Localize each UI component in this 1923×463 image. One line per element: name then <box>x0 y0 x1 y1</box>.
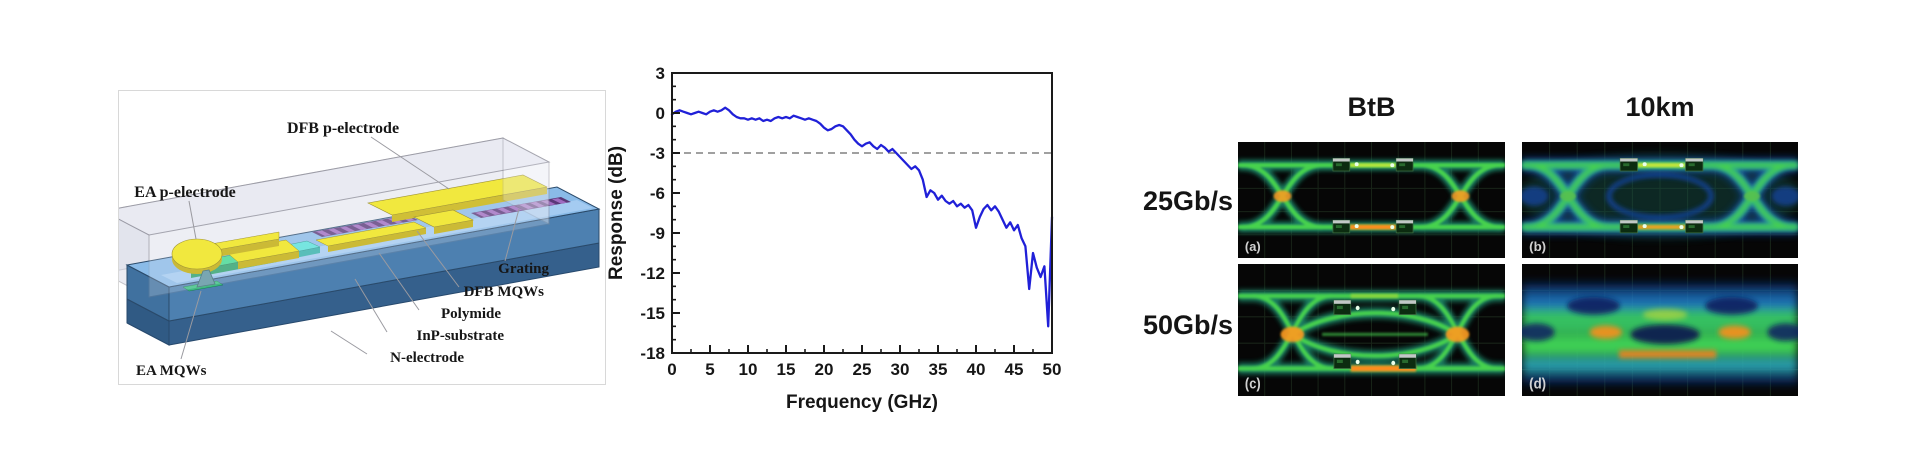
x-axis-title: Frequency (GHz) <box>786 392 938 413</box>
ea-p-electrode-pad <box>171 231 300 274</box>
x-tick-label: 40 <box>967 360 986 379</box>
measurement-marker <box>1395 219 1414 234</box>
label-ea-p-electrode: EA p-electrode <box>134 184 235 201</box>
eye-diagram-50g-btb: (c) <box>1238 264 1505 396</box>
label-polymide: Polymide <box>441 306 501 322</box>
x-tick-label: 15 <box>777 360 796 379</box>
response-curve <box>670 106 1054 328</box>
measurement-marker <box>1685 219 1704 234</box>
y-tick-label: -3 <box>650 144 665 163</box>
eye-diagram-50g-10km: (d) <box>1522 264 1798 396</box>
panel-letter-b: (b) <box>1529 240 1546 255</box>
y-axis-title: Response (dB) <box>606 146 627 280</box>
panel-letter-a: (a) <box>1245 239 1261 254</box>
enclosure-box-front <box>148 137 550 298</box>
measurement-marker <box>1332 219 1351 234</box>
y-tick-label: 3 <box>656 64 665 83</box>
measurement-marker <box>1685 157 1704 172</box>
measurement-marker <box>1619 157 1639 172</box>
device-schematic-drawing: DFB p-electrode EA p-electrode Grating D… <box>101 120 601 379</box>
label-ea-mqws: EA MQWs <box>136 363 207 379</box>
plot-border <box>671 72 1053 354</box>
x-tick-label: 30 <box>891 360 910 379</box>
grating-section-1 <box>312 215 418 237</box>
label-dfb-p-electrode: DFB p-electrode <box>287 120 399 137</box>
row-label-50gbs: 50Gb/s <box>1142 310 1233 340</box>
x-tick-label: 20 <box>815 360 834 379</box>
measurement-marker <box>1398 299 1417 316</box>
x-tick-label: 0 <box>667 360 676 379</box>
y-tick-label: -9 <box>650 224 665 243</box>
smeared-bands <box>1522 284 1798 383</box>
ridge-components <box>171 174 571 292</box>
frequency-response-chart: 3 0 -3 -6 -9 -12 -15 -18 0 5 10 15 20 25 30 35 40 45 50 Fr… <box>600 40 1100 440</box>
panel-letter-d: (d) <box>1529 376 1546 392</box>
measurement-marker <box>1398 353 1417 370</box>
measurement-marker <box>1333 353 1352 370</box>
eye-diagram-25g-10km: (b) <box>1522 142 1798 258</box>
label-dfb-mqws: DFB MQWs <box>464 284 545 300</box>
panel-letter-c: (c) <box>1245 376 1261 392</box>
x-tick-label: 50 <box>1043 360 1062 379</box>
chart-svg: 30-3-6-9-12-15-180 5 10 15 20 25 30 35 40 45 50 Fr… <box>606 64 1062 413</box>
dfb-p-electrode-pad <box>367 174 548 234</box>
label-grating: Grating <box>498 261 549 277</box>
y-tick-label: -6 <box>650 184 665 203</box>
y-tick-label: -15 <box>640 304 665 323</box>
x-tick-label: 5 <box>705 360 714 379</box>
grating-section-2 <box>471 197 571 218</box>
x-tick-label: 45 <box>1005 360 1024 379</box>
y-tick-label: 0 <box>656 104 665 123</box>
measurement-marker <box>1332 157 1351 172</box>
x-tick-label: 25 <box>853 360 872 379</box>
label-n-electrode: N-electrode <box>390 350 464 366</box>
x-tick-label: 10 <box>739 360 758 379</box>
eye-diagram-25g-btb: (a) <box>1238 142 1505 258</box>
ea-mqws-pedestal <box>182 269 224 292</box>
row-label-25gbs: 25Gb/s <box>1142 186 1233 216</box>
device-schematic-panel: DFB p-electrode EA p-electrode Grating D… <box>101 90 606 385</box>
dark-blobs <box>1522 297 1798 345</box>
column-header-10km: 10km <box>1625 92 1695 122</box>
x-tick-label: 35 <box>929 360 948 379</box>
label-inp-substrate: InP-substrate <box>416 328 504 344</box>
measurement-marker <box>1619 219 1639 234</box>
column-header-btb: BtB <box>1347 92 1396 122</box>
measurement-marker <box>1333 299 1352 316</box>
waveguide-electrode <box>315 221 427 247</box>
orange-hotspots <box>1589 309 1751 359</box>
measurement-marker <box>1395 157 1414 172</box>
y-tick-label: -12 <box>640 264 665 283</box>
leader-lines <box>180 136 520 360</box>
y-tick-label: -18 <box>640 344 665 363</box>
